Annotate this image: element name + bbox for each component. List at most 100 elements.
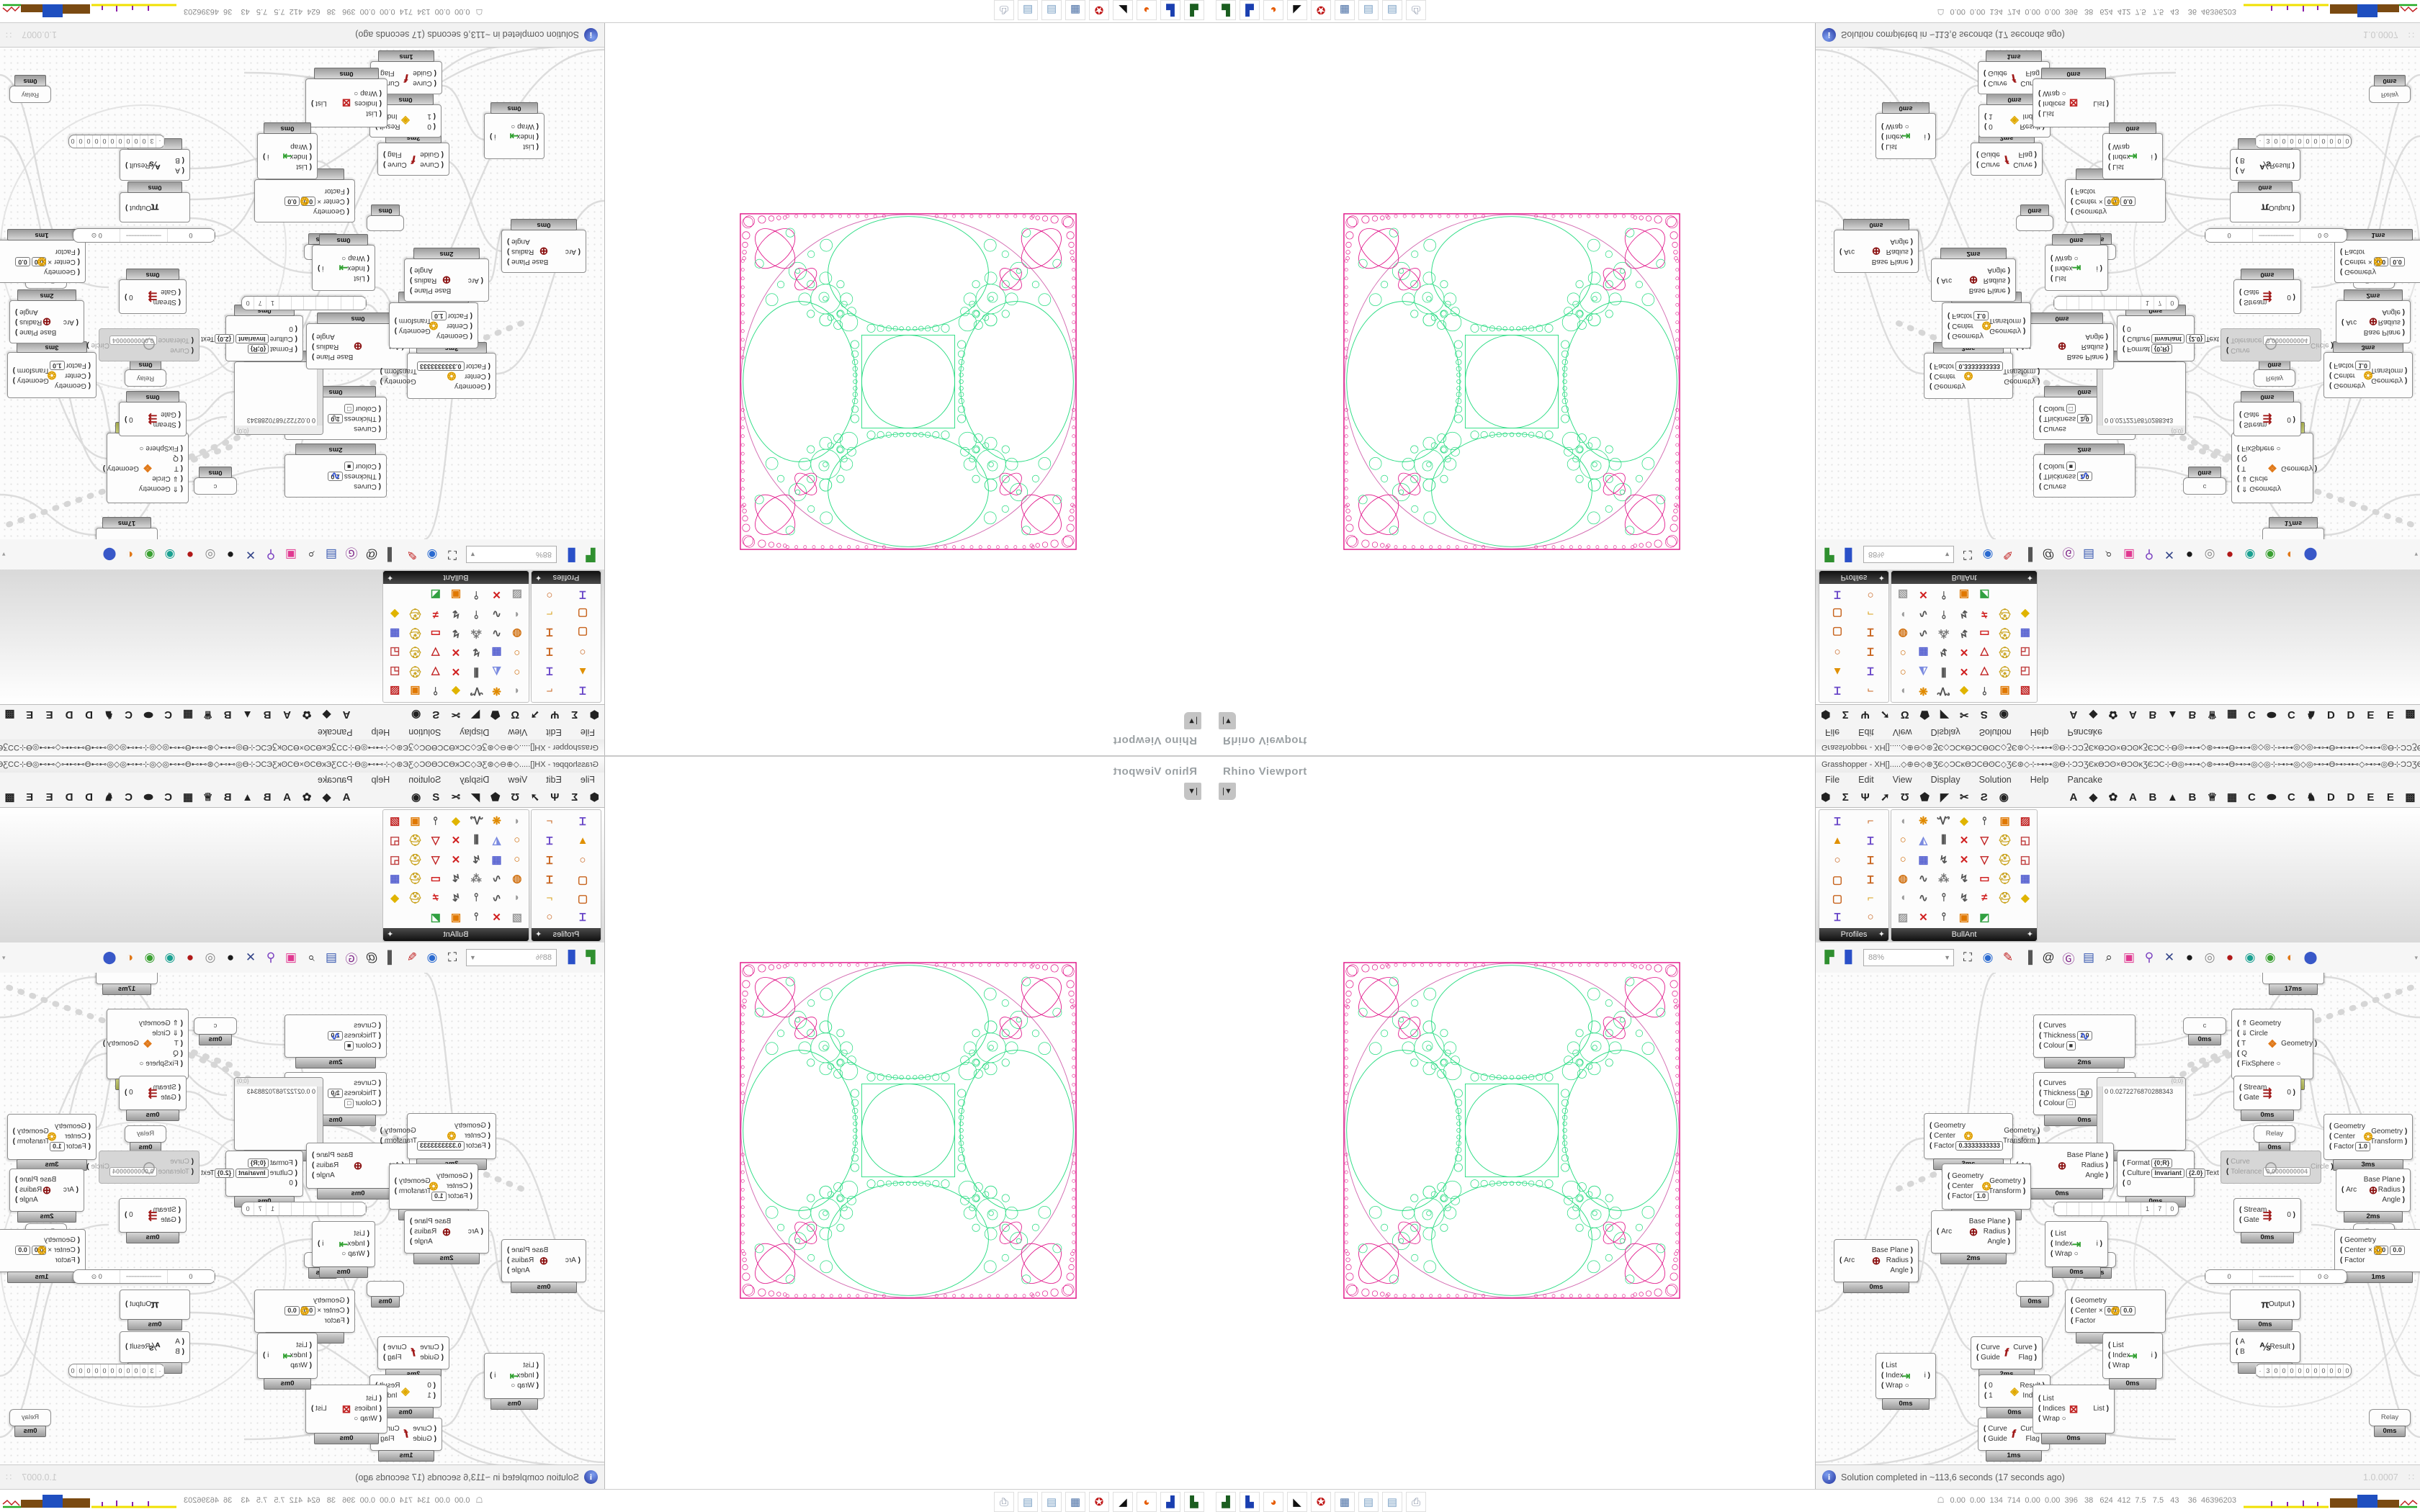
input-port[interactable]: ( bbox=[2108, 163, 2113, 171]
output-port[interactable]: ) bbox=[2403, 1138, 2408, 1146]
slider-cell[interactable] bbox=[353, 297, 366, 310]
output-port[interactable]: ) bbox=[263, 1351, 268, 1359]
value-chip[interactable]: 1.0 bbox=[1973, 1192, 1989, 1201]
bullant-component-icon[interactable]: ▣ bbox=[1958, 911, 1970, 924]
output-port[interactable]: ) bbox=[2152, 153, 2157, 161]
gh-node[interactable]: ( List( Index( Wrap i ) ⇥ 0ms bbox=[257, 122, 318, 179]
bullant-component-icon[interactable]: ↯ bbox=[1939, 646, 1948, 659]
bullant-component-icon[interactable]: ▨ bbox=[1898, 588, 1909, 601]
input-port[interactable]: ( bbox=[1984, 79, 1989, 87]
gh-node[interactable]: ( List( Indices( Wrap ○ List ) ⊠ 0ms bbox=[305, 1385, 387, 1444]
number-slider[interactable]: · 3 0 0 0 0 0 0 0 0 0 0 bbox=[2255, 135, 2352, 148]
gh-node[interactable]: ( List( Index( Wrap i ) ⇥ 0ms bbox=[2102, 122, 2163, 179]
output-port[interactable]: ) bbox=[15, 328, 20, 336]
gh-node[interactable]: Output ) π 0ms bbox=[2230, 181, 2300, 222]
output-port[interactable]: ) bbox=[383, 150, 388, 158]
input-port[interactable]: ( bbox=[1881, 1382, 1886, 1390]
gh-node[interactable]: ( Stream( Gate 0 ) ⇶ 0ms bbox=[119, 1076, 187, 1121]
vault-icon[interactable]: ✪ bbox=[1311, 0, 1331, 20]
bullant-component-icon[interactable]: ⫯ bbox=[433, 685, 438, 698]
bullant-component-icon[interactable]: ↯ bbox=[1939, 853, 1948, 866]
plugin-tab-5[interactable]: ▲ bbox=[242, 708, 254, 721]
slider-cell[interactable] bbox=[303, 1202, 317, 1215]
relay-node[interactable]: 0ms bbox=[2016, 204, 2053, 231]
input-port[interactable]: ( bbox=[179, 156, 184, 164]
output-port[interactable]: ) bbox=[2290, 1211, 2295, 1219]
calculator-icon[interactable]: ▦ bbox=[1065, 1492, 1085, 1512]
input-port[interactable]: ( bbox=[176, 1084, 181, 1092]
input-port[interactable]: ( bbox=[2236, 1348, 2241, 1356]
input-port[interactable]: ( bbox=[86, 1122, 91, 1130]
input-port[interactable]: ( bbox=[2239, 298, 2244, 306]
preview-wire-icon[interactable]: ◎ bbox=[205, 950, 216, 964]
output-port[interactable]: ) bbox=[15, 1186, 20, 1194]
output-port[interactable]: ) bbox=[2313, 1040, 2318, 1048]
input-port[interactable]: ( bbox=[431, 1392, 436, 1400]
bullant-component-icon[interactable]: ↯ bbox=[451, 891, 461, 904]
open-file-icon[interactable]: ▛ bbox=[586, 950, 596, 964]
resize-grip[interactable]: ∷ bbox=[2408, 1471, 2416, 1482]
plugin-tab-17[interactable]: ▩ bbox=[4, 708, 15, 721]
output-port[interactable]: ) bbox=[12, 377, 17, 384]
profiles-component-icon[interactable]: ▢ bbox=[1832, 873, 1843, 886]
plugin-tab-5[interactable]: ▲ bbox=[2166, 708, 2178, 721]
grasshopper-title-bar[interactable]: Grasshopper - XH[].....◇⊕⊖◇⊛ƷЄ◇ƆϹκϴƆϹϴʘϹ… bbox=[0, 739, 604, 755]
slider-cell[interactable]: 0 bbox=[2343, 135, 2351, 148]
bullant-component-icon[interactable]: ⛑ bbox=[408, 873, 422, 886]
input-port[interactable]: ( bbox=[292, 1169, 297, 1177]
gh-node[interactable]: ( List( Index( Wrap ○ i ) ⇥ 0ms bbox=[312, 1221, 375, 1278]
output-port[interactable]: ) bbox=[125, 293, 130, 301]
pin-teal-icon[interactable]: ◉ bbox=[2244, 950, 2256, 964]
bullant-component-icon[interactable]: ▨ bbox=[511, 911, 522, 924]
input-port[interactable]: ( bbox=[75, 1256, 80, 1264]
bullant-component-icon[interactable]: ≠ bbox=[1981, 891, 1988, 904]
input-port[interactable]: ( bbox=[1937, 276, 1942, 284]
gha-icon[interactable]: Ⓖ bbox=[2062, 546, 2075, 560]
value-chip[interactable]: 0.0 bbox=[2390, 1246, 2405, 1255]
profiles-component-icon[interactable]: ▢ bbox=[577, 892, 588, 905]
bullant-component-icon[interactable]: ▣ bbox=[1958, 588, 1970, 601]
bullant-component-icon[interactable]: ▭ bbox=[1979, 873, 1990, 886]
toolbar-scroll-arrow[interactable]: ▾ bbox=[2414, 551, 2418, 559]
value-chip[interactable]: 0.0 bbox=[2104, 1306, 2120, 1315]
palette-group-label[interactable]: Profiles ✦ bbox=[532, 571, 601, 584]
input-port[interactable]: ( bbox=[178, 1020, 183, 1027]
slider-cell[interactable]: 0 ⊙ bbox=[2299, 1270, 2347, 1283]
bullant-component-icon[interactable]: ✕ bbox=[451, 646, 461, 659]
palette-group-label[interactable]: Profiles ✦ bbox=[532, 928, 601, 941]
menu-item-solution[interactable]: Solution bbox=[1978, 775, 2012, 785]
split-ball-icon[interactable]: ◐ bbox=[125, 548, 134, 562]
input-port[interactable]: ( bbox=[467, 1172, 472, 1180]
bullant-component-icon[interactable]: ❋ bbox=[492, 684, 501, 697]
group-more-arrow[interactable]: ✦ bbox=[387, 930, 394, 939]
slider-cell[interactable]: 0 bbox=[2343, 1364, 2351, 1377]
profiles-component-icon[interactable]: ▢ bbox=[577, 873, 588, 886]
pin-green-icon[interactable]: ◉ bbox=[144, 548, 156, 562]
toolbar-scroll-arrow[interactable]: ▾ bbox=[2, 551, 6, 559]
gh-node[interactable]: ( List( Index( Wrap ○ i ) ⇥ 0ms bbox=[1876, 1353, 1936, 1410]
gh-node[interactable]: ( Arc Base Plane ) Radius ) Angle ) ⊕ 2ms bbox=[9, 289, 84, 343]
slider-cell[interactable]: 0 bbox=[133, 1364, 140, 1377]
menu-item-edit[interactable]: Edit bbox=[546, 775, 562, 785]
output-port[interactable]: ) bbox=[2032, 1344, 2037, 1351]
value-chip[interactable]: 0.3333333333 bbox=[416, 361, 465, 371]
slider-cell[interactable]: 0 bbox=[133, 135, 140, 148]
bullant-component-icon[interactable]: ▭ bbox=[430, 626, 441, 639]
value-chip[interactable]: 0.0 bbox=[2120, 197, 2136, 206]
open-file-icon[interactable]: ▛ bbox=[1824, 548, 1834, 562]
slider-cell[interactable]: 0 bbox=[2295, 135, 2303, 148]
plugin-tab-12[interactable]: ♞ bbox=[2306, 708, 2316, 721]
preview-wire-icon[interactable]: ◎ bbox=[2204, 950, 2215, 964]
number-slider[interactable]: 0 ┄┄┄┄┄┄┄┄┄ 0 ⊙ bbox=[73, 228, 215, 243]
relay-node[interactable]: c 0ms bbox=[2183, 1017, 2226, 1045]
remote-icon[interactable]: @ bbox=[365, 950, 378, 964]
profiles-component-icon[interactable]: ⌐ bbox=[1867, 892, 1874, 904]
remote-icon[interactable]: @ bbox=[2042, 950, 2055, 964]
resize-grip[interactable]: ∷ bbox=[4, 30, 12, 41]
